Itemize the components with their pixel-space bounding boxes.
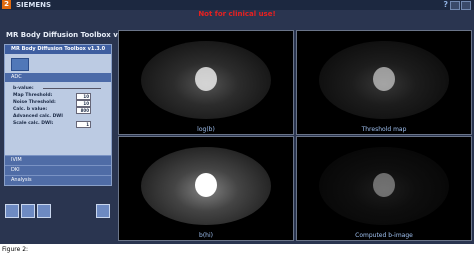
section-header[interactable]: ADC [5,73,111,82]
toolbox-title: MR Body Diffusion Toolbox v1.3.0 [6,31,138,39]
field-row: b-value: [5,85,111,92]
scan-organ [373,173,395,197]
help-button[interactable]: ? [443,0,448,9]
fields: b-value: Map Threshold: 10 Noise Threshold:… [5,82,111,128]
field-input[interactable]: 1 [76,121,91,128]
field-row: Calc. b value: 800 [5,106,111,114]
tool-button[interactable] [96,204,110,218]
scan-organ [373,67,395,91]
field-row: Scale calc. DWI: 1 [5,120,111,128]
image-viewport[interactable]: log(b) [118,30,294,135]
image-viewport[interactable]: Threshold map [296,30,472,135]
tool-button[interactable] [5,204,19,218]
field-label: Noise Threshold: [13,100,56,105]
image-label: b(hi) [199,232,213,239]
title-bar: 2 SIEMENS ? [0,0,474,10]
toolbox-icon [11,58,29,71]
field-row: Map Threshold: 10 [5,92,111,100]
field-label: b-value: [13,86,34,91]
field-label: Scale calc. DWI: [13,121,54,126]
field-row: Advanced calc. DWI [5,113,111,120]
scan-organ [195,67,217,91]
toolbox-panel: MR Body Diffusion Toolbox v1.3.0 ADC b-v… [4,44,112,186]
panel-header[interactable]: MR Body Diffusion Toolbox v1.3.0 [5,45,111,54]
image-label: Computed b-image [355,232,413,239]
tool-button[interactable] [37,204,51,218]
brand: SIEMENS [16,1,52,9]
warning: Not for clinical use! [198,10,276,18]
app-window: 2 SIEMENS ? Not for clinical use! MR Bod… [0,0,474,244]
slider[interactable] [43,88,101,89]
sections: IVIM DKI Analysis [5,155,111,185]
badge: 2 [2,0,11,9]
minimize-button[interactable] [450,1,460,10]
section-header[interactable]: Analysis [5,175,111,185]
field-label: Advanced calc. DWI [13,114,63,119]
scan-body [319,147,449,225]
image-viewport[interactable]: b(hi) [118,136,294,241]
section-header[interactable]: IVIM [5,155,111,165]
caption: Figure 2: [2,246,29,253]
field-label: Map Threshold: [13,93,53,98]
field-input[interactable]: 10 [76,100,91,107]
field-label: Calc. b value: [13,107,48,112]
close-button[interactable] [461,1,471,10]
image-label: Threshold map [361,126,407,133]
image-viewport[interactable]: Computed b-image [296,136,472,241]
scan-organ [195,173,217,197]
field-row: Noise Threshold: 10 [5,99,111,107]
field-input[interactable]: 10 [76,93,91,100]
field-input[interactable]: 800 [76,107,91,114]
image-label: log(b) [197,126,215,133]
tool-button[interactable] [21,204,35,218]
section-header[interactable]: DKI [5,165,111,175]
